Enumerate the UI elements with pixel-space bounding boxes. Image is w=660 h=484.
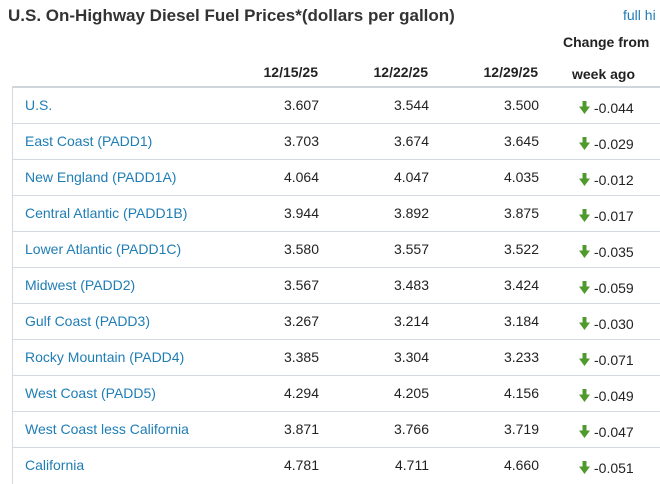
table-row: Lower Atlantic (PADD1C) 3.580 3.557 3.52… bbox=[13, 232, 660, 268]
weekly-change: -0.012 bbox=[579, 172, 634, 188]
region-link[interactable]: New England (PADD1A) bbox=[25, 169, 177, 185]
page-title: U.S. On-Highway Diesel Fuel Prices*(doll… bbox=[8, 6, 455, 25]
change-value: -0.059 bbox=[594, 280, 634, 296]
price-12-29-25: 4.035 bbox=[503, 169, 539, 185]
price-12-22-25: 3.214 bbox=[393, 313, 429, 329]
price-12-22-25: 3.483 bbox=[393, 277, 429, 293]
price-12-22-25: 4.205 bbox=[393, 385, 429, 401]
price-12-22-25: 4.047 bbox=[393, 169, 429, 185]
prices-table: U.S. 3.607 3.544 3.500 -0.044 East Coast… bbox=[12, 86, 660, 484]
table-row: East Coast (PADD1) 3.703 3.674 3.645 -0.… bbox=[13, 124, 660, 160]
down-arrow-icon bbox=[579, 353, 590, 366]
change-value: -0.012 bbox=[594, 172, 634, 188]
table-row: Gulf Coast (PADD3) 3.267 3.214 3.184 -0.… bbox=[13, 304, 660, 340]
change-value: -0.044 bbox=[594, 100, 634, 116]
price-12-22-25: 4.711 bbox=[395, 457, 429, 473]
weekly-change: -0.051 bbox=[579, 460, 634, 476]
full-history-link[interactable]: full hi bbox=[623, 7, 656, 23]
region-link[interactable]: California bbox=[25, 457, 85, 473]
region-link[interactable]: U.S. bbox=[25, 97, 53, 113]
region-link[interactable]: Central Atlantic (PADD1B) bbox=[25, 205, 188, 221]
region-link[interactable]: East Coast (PADD1) bbox=[25, 133, 153, 149]
region-link[interactable]: Rocky Mountain (PADD4) bbox=[25, 349, 185, 365]
price-12-29-25: 3.500 bbox=[503, 97, 539, 113]
column-header-date-3: 12/29/25 bbox=[483, 64, 539, 80]
change-value: -0.071 bbox=[594, 352, 634, 368]
column-header-change-line2: week ago bbox=[572, 66, 636, 82]
price-12-15-25: 4.064 bbox=[283, 169, 319, 185]
table-row: West Coast (PADD5) 4.294 4.205 4.156 -0.… bbox=[13, 376, 660, 412]
price-12-15-25: 3.385 bbox=[283, 349, 319, 365]
change-value: -0.035 bbox=[594, 244, 634, 260]
down-arrow-icon bbox=[579, 389, 590, 402]
weekly-change: -0.049 bbox=[579, 388, 634, 404]
weekly-change: -0.030 bbox=[579, 316, 634, 332]
price-12-29-25: 3.875 bbox=[503, 205, 539, 221]
price-12-15-25: 3.607 bbox=[283, 97, 319, 113]
price-12-22-25: 3.544 bbox=[393, 97, 429, 113]
price-12-29-25: 3.719 bbox=[503, 421, 539, 437]
table-row: Central Atlantic (PADD1B) 3.944 3.892 3.… bbox=[13, 196, 660, 232]
change-value: -0.049 bbox=[594, 388, 634, 404]
price-12-15-25: 3.871 bbox=[283, 421, 319, 437]
weekly-change: -0.017 bbox=[579, 208, 634, 224]
price-12-29-25: 3.424 bbox=[503, 277, 539, 293]
price-12-22-25: 3.674 bbox=[393, 133, 429, 149]
change-value: -0.017 bbox=[594, 208, 634, 224]
price-12-29-25: 3.233 bbox=[503, 349, 539, 365]
down-arrow-icon bbox=[579, 317, 590, 330]
price-12-15-25: 3.567 bbox=[283, 277, 319, 293]
down-arrow-icon bbox=[579, 245, 590, 258]
weekly-change: -0.029 bbox=[579, 136, 634, 152]
down-arrow-icon bbox=[579, 101, 590, 114]
price-12-29-25: 3.184 bbox=[503, 313, 539, 329]
price-12-29-25: 3.522 bbox=[503, 241, 539, 257]
down-arrow-icon bbox=[579, 209, 590, 222]
down-arrow-icon bbox=[579, 425, 590, 438]
price-12-15-25: 4.294 bbox=[283, 385, 319, 401]
change-value: -0.047 bbox=[594, 424, 634, 440]
region-link[interactable]: Midwest (PADD2) bbox=[25, 277, 136, 293]
price-12-29-25: 3.645 bbox=[503, 133, 539, 149]
price-12-29-25: 4.660 bbox=[503, 457, 539, 473]
down-arrow-icon bbox=[579, 281, 590, 294]
down-arrow-icon bbox=[579, 137, 590, 150]
price-12-29-25: 4.156 bbox=[503, 385, 539, 401]
change-value: -0.029 bbox=[594, 136, 634, 152]
column-header-change-line1: Change from bbox=[563, 34, 650, 50]
price-12-22-25: 3.557 bbox=[393, 241, 429, 257]
column-header-date-1: 12/15/25 bbox=[263, 64, 319, 80]
weekly-change: -0.047 bbox=[579, 424, 634, 440]
weekly-change: -0.071 bbox=[579, 352, 634, 368]
region-link[interactable]: West Coast (PADD5) bbox=[25, 385, 156, 401]
down-arrow-icon bbox=[579, 461, 590, 474]
weekly-change: -0.035 bbox=[579, 244, 634, 260]
column-header-date-2: 12/22/25 bbox=[373, 64, 429, 80]
price-12-15-25: 3.703 bbox=[283, 133, 319, 149]
price-12-22-25: 3.766 bbox=[393, 421, 429, 437]
price-12-15-25: 4.781 bbox=[283, 457, 319, 473]
table-row: Rocky Mountain (PADD4) 3.385 3.304 3.233… bbox=[13, 340, 660, 376]
price-12-22-25: 3.304 bbox=[393, 349, 429, 365]
price-12-15-25: 3.944 bbox=[283, 205, 319, 221]
down-arrow-icon bbox=[579, 173, 590, 186]
region-link[interactable]: Gulf Coast (PADD3) bbox=[25, 313, 150, 329]
change-value: -0.051 bbox=[594, 460, 634, 476]
region-link[interactable]: West Coast less California bbox=[25, 421, 189, 437]
price-12-15-25: 3.580 bbox=[283, 241, 319, 257]
price-12-22-25: 3.892 bbox=[393, 205, 429, 221]
table-row: California 4.781 4.711 4.660 -0.051 bbox=[13, 448, 660, 484]
table-row: U.S. 3.607 3.544 3.500 -0.044 bbox=[13, 88, 660, 124]
table-row: Midwest (PADD2) 3.567 3.483 3.424 -0.059 bbox=[13, 268, 660, 304]
table-row: West Coast less California 3.871 3.766 3… bbox=[13, 412, 660, 448]
region-link[interactable]: Lower Atlantic (PADD1C) bbox=[25, 241, 182, 257]
weekly-change: -0.044 bbox=[579, 100, 634, 116]
price-12-15-25: 3.267 bbox=[283, 313, 319, 329]
weekly-change: -0.059 bbox=[579, 280, 634, 296]
table-row: New England (PADD1A) 4.064 4.047 4.035 -… bbox=[13, 160, 660, 196]
change-value: -0.030 bbox=[594, 316, 634, 332]
